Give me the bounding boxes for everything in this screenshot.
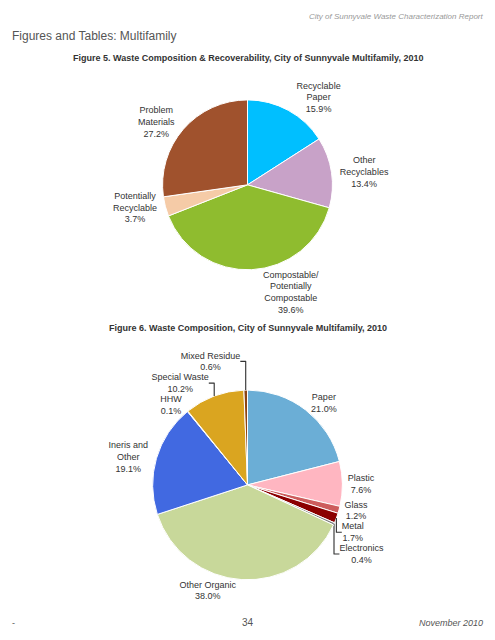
svg-text:ProblemMaterials27.2%: ProblemMaterials27.2% bbox=[138, 105, 175, 138]
svg-text:Special Waste10.2%: Special Waste10.2% bbox=[152, 372, 209, 394]
svg-text:HHW0.1%: HHW0.1% bbox=[160, 394, 182, 416]
svg-text:Figure 6. Waste Composition, C: Figure 6. Waste Composition, City of Sun… bbox=[109, 323, 387, 333]
svg-text:Figure 5. Waste Composition &: Figure 5. Waste Composition & Recoverabi… bbox=[73, 53, 423, 63]
svg-text:November 2010: November 2010 bbox=[419, 618, 483, 628]
svg-text:34: 34 bbox=[242, 617, 254, 628]
svg-text:Paper21.0%: Paper21.0% bbox=[311, 392, 337, 414]
svg-text:RecyclablePaper15.9%: RecyclablePaper15.9% bbox=[297, 81, 341, 114]
svg-text:-: - bbox=[12, 618, 15, 628]
svg-text:Compostable/PotentiallyCompost: Compostable/PotentiallyCompostable39.6% bbox=[263, 270, 319, 315]
svg-text:OtherRecyclables13.4%: OtherRecyclables13.4% bbox=[340, 155, 389, 188]
svg-text:PotentiallyRecyclable3.7%: PotentiallyRecyclable3.7% bbox=[113, 191, 157, 224]
svg-text:Plastic7.6%: Plastic7.6% bbox=[348, 473, 375, 495]
svg-text:Electronics0.4%: Electronics0.4% bbox=[339, 543, 384, 565]
svg-text:City of Sunnyvale Waste Charac: City of Sunnyvale Waste Characterization… bbox=[309, 12, 483, 21]
svg-text:Glass1.2%: Glass1.2% bbox=[344, 500, 368, 522]
svg-text:Other Organic38.0%: Other Organic38.0% bbox=[179, 580, 236, 602]
svg-text:Ineris andOther19.1%: Ineris andOther19.1% bbox=[109, 440, 149, 473]
svg-text:Metal1.7%: Metal1.7% bbox=[342, 521, 364, 543]
svg-text:Figures and Tables: Multifamil: Figures and Tables: Multifamily bbox=[12, 29, 177, 43]
svg-text:Mixed Residue0.6%: Mixed Residue0.6% bbox=[181, 351, 241, 373]
